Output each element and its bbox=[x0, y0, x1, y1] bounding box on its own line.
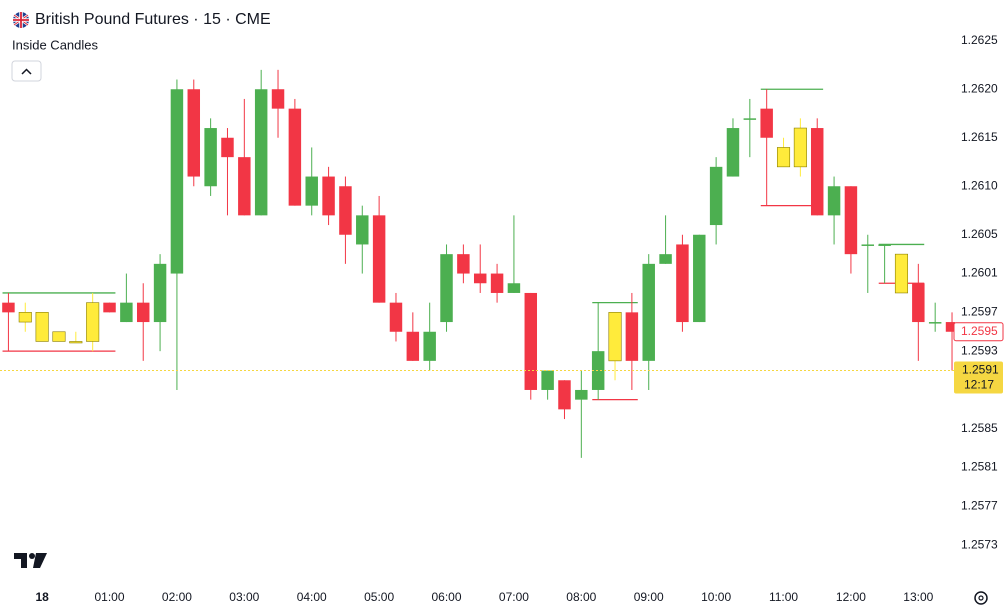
x-tick-label: 03:00 bbox=[229, 590, 259, 604]
candle-body bbox=[693, 234, 706, 323]
tv-logo bbox=[14, 553, 47, 568]
x-tick-label: 08:00 bbox=[566, 590, 596, 604]
y-tick-label: 1.2610 bbox=[961, 178, 998, 192]
candle-body bbox=[372, 215, 386, 303]
candle-body bbox=[591, 351, 605, 390]
candle-body bbox=[170, 89, 184, 274]
y-tick-label: 1.2573 bbox=[961, 537, 998, 551]
candle-body bbox=[221, 137, 234, 158]
candle-body bbox=[204, 128, 217, 187]
candle-body bbox=[676, 244, 689, 323]
candle-body bbox=[776, 147, 791, 168]
candle-body bbox=[709, 166, 723, 226]
candle-body bbox=[928, 322, 942, 324]
y-tick-label: 1.2601 bbox=[961, 266, 998, 280]
candle-body bbox=[136, 302, 150, 323]
candle-body bbox=[389, 302, 403, 332]
candle-body bbox=[743, 118, 757, 120]
candle-body bbox=[726, 128, 740, 177]
candle-body bbox=[356, 215, 369, 245]
y-tick-label: 1.2593 bbox=[961, 343, 998, 357]
x-tick-label: 01:00 bbox=[95, 590, 125, 604]
candle-body bbox=[473, 273, 487, 284]
candle-body bbox=[810, 128, 824, 216]
candle-body bbox=[558, 380, 571, 410]
y-tick-label: 1.2625 bbox=[961, 33, 998, 47]
candle-body bbox=[457, 254, 470, 274]
x-tick-label: 06:00 bbox=[432, 590, 462, 604]
candle-body bbox=[18, 312, 32, 323]
countdown-label: 12:17 bbox=[964, 378, 994, 392]
candle-body bbox=[305, 176, 318, 206]
plot-area bbox=[0, 69, 955, 458]
y-tick-label: 1.2577 bbox=[961, 499, 998, 513]
candle-body bbox=[490, 273, 504, 293]
candle-body bbox=[120, 302, 133, 323]
settings-button[interactable] bbox=[974, 591, 988, 605]
candle-body bbox=[339, 186, 352, 235]
x-tick-label: 12:00 bbox=[836, 590, 866, 604]
candle-body bbox=[238, 157, 251, 216]
candle-body bbox=[423, 331, 436, 361]
flag-icon bbox=[13, 12, 29, 28]
candle-body bbox=[861, 244, 875, 246]
candle-body bbox=[524, 292, 538, 390]
candle-body bbox=[844, 186, 858, 255]
candle-body bbox=[878, 244, 891, 246]
collapse-button[interactable] bbox=[11, 60, 42, 82]
y-tick-label: 1.2620 bbox=[961, 81, 998, 95]
candle-body bbox=[254, 89, 268, 216]
candle-body bbox=[912, 283, 925, 323]
x-tick-label: 18 bbox=[35, 590, 49, 604]
y-tick-label: 1.2581 bbox=[961, 460, 998, 474]
candle-body bbox=[406, 331, 420, 361]
y-tick-label: 1.2585 bbox=[961, 421, 998, 435]
candle-body bbox=[642, 263, 655, 361]
candle-body bbox=[271, 89, 285, 109]
last-price-label: 1.2591 bbox=[962, 363, 999, 377]
close-price-label: 1.2595 bbox=[961, 324, 998, 338]
candle-body bbox=[35, 312, 49, 342]
candle-body bbox=[507, 283, 521, 293]
candle-body bbox=[793, 127, 807, 168]
candle-body bbox=[625, 312, 639, 361]
last-price-box bbox=[954, 361, 1003, 394]
candle-body bbox=[2, 302, 15, 313]
candle-body bbox=[575, 389, 588, 400]
x-tick-label: 13:00 bbox=[903, 590, 933, 604]
candle-body bbox=[322, 176, 335, 216]
chart-title: British Pound Futures · 15 · CME bbox=[35, 11, 271, 28]
candle-body bbox=[827, 186, 841, 216]
y-tick-label: 1.2597 bbox=[961, 305, 998, 319]
candle-body bbox=[608, 312, 622, 362]
x-tick-label: 11:00 bbox=[769, 590, 798, 604]
candle-body bbox=[440, 254, 453, 323]
candle-body bbox=[659, 254, 672, 264]
candle-body bbox=[945, 322, 955, 332]
x-tick-label: 09:00 bbox=[634, 590, 664, 604]
x-tick-label: 05:00 bbox=[364, 590, 394, 604]
x-tick-label: 07:00 bbox=[499, 590, 529, 604]
x-tick-label: 02:00 bbox=[162, 590, 192, 604]
indicator-name: Inside Candles bbox=[12, 37, 98, 52]
axes: 1.2625 1.2620 1.2615 1.2610 1.2605 1.2601 1.25… bbox=[35, 33, 1004, 604]
x-tick-label: 10:00 bbox=[701, 590, 731, 604]
candle-body bbox=[760, 108, 773, 138]
candle-body bbox=[894, 253, 909, 294]
candle-body bbox=[288, 108, 302, 206]
candle-body bbox=[69, 341, 83, 344]
candle-body bbox=[86, 302, 100, 342]
candle-body bbox=[103, 302, 116, 313]
y-tick-label: 1.2605 bbox=[961, 227, 998, 241]
candle-body bbox=[52, 331, 66, 342]
candle-body bbox=[541, 370, 554, 390]
candle-body bbox=[187, 89, 201, 177]
candle-body bbox=[153, 263, 167, 323]
x-tick-label: 04:00 bbox=[297, 590, 327, 604]
close-price-box bbox=[953, 322, 1004, 342]
y-tick-label: 1.2615 bbox=[961, 130, 998, 144]
